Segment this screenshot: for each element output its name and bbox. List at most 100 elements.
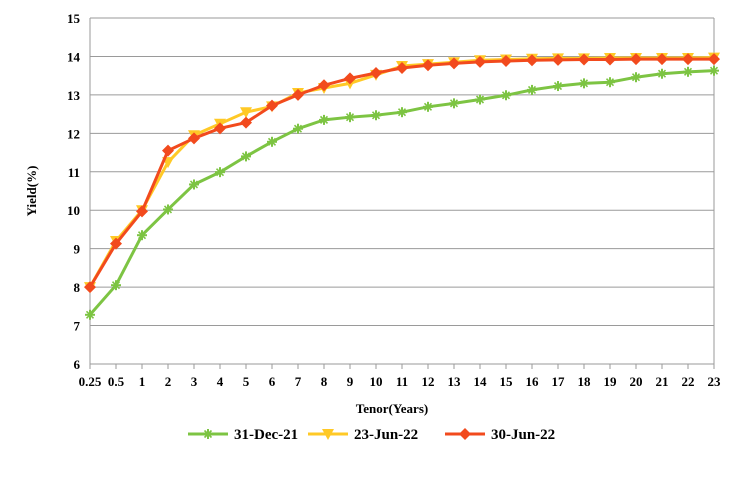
series-line [88, 57, 714, 288]
data-point [422, 59, 434, 72]
x-tick-label: 22 [682, 374, 695, 389]
data-point [448, 57, 460, 70]
data-point [267, 136, 277, 147]
x-tick-label: 13 [448, 374, 462, 389]
x-tick-label: 15 [500, 374, 514, 389]
data-point [162, 144, 174, 157]
data-point [396, 61, 408, 74]
data-point [136, 205, 148, 218]
data-point [449, 98, 459, 109]
x-tick-label: 0.5 [108, 374, 125, 389]
legend-label: 30-Jun-22 [491, 427, 555, 443]
x-tick-label: 6 [269, 374, 276, 389]
data-point [111, 280, 121, 291]
data-point [578, 53, 590, 66]
legend-label: 31-Dec-21 [234, 427, 298, 443]
y-tick-label: 6 [74, 357, 81, 372]
data-point [708, 53, 720, 66]
data-point [344, 72, 356, 85]
data-point [500, 55, 512, 68]
x-tick-label: 20 [630, 374, 643, 389]
data-point [110, 237, 122, 250]
data-point [657, 68, 667, 79]
data-point [579, 78, 589, 89]
x-tick-label: 23 [708, 374, 722, 389]
data-point [552, 53, 564, 66]
x-tick-label: 8 [321, 374, 328, 389]
data-point [370, 66, 382, 79]
data-point [318, 79, 330, 92]
data-point [266, 99, 278, 112]
legend-marker [459, 428, 471, 440]
y-tick-label: 13 [67, 88, 81, 103]
data-point [84, 281, 96, 294]
x-tick-label: 2 [165, 374, 172, 389]
y-tick-label: 14 [67, 49, 81, 64]
y-tick-label: 7 [74, 319, 81, 334]
series-23-jun-22 [84, 52, 720, 294]
data-point [214, 122, 226, 135]
data-point [293, 123, 303, 134]
data-point [215, 167, 225, 178]
data-point [397, 107, 407, 118]
y-axis-title: Yield(%) [24, 166, 39, 217]
data-point [292, 88, 304, 101]
data-point [319, 114, 329, 125]
data-point [682, 53, 694, 66]
legend-label: 23-Jun-22 [354, 427, 418, 443]
data-point [189, 179, 199, 190]
x-tick-label: 11 [396, 374, 408, 389]
x-tick-labels: 0.25 0.5 1 2 3 4 5 6 7 8 9 10 11 12 13 14 15 16 17 18 19 20 21… [79, 374, 721, 389]
legend: 31-Dec-21 23-Jun-22 30-Jun-22 [188, 427, 555, 443]
data-point [501, 90, 511, 101]
x-tick-label: 10 [370, 374, 383, 389]
series-31-dec-21 [85, 65, 719, 320]
x-tick-label: 3 [191, 374, 198, 389]
x-tick-label: 12 [422, 374, 435, 389]
x-tick-label: 14 [474, 374, 488, 389]
data-point [371, 110, 381, 121]
legend-marker [203, 429, 213, 439]
data-point [656, 53, 668, 66]
y-tick-label: 15 [67, 11, 81, 26]
data-point [423, 101, 433, 112]
data-point [631, 72, 641, 83]
x-tick-label: 17 [552, 374, 566, 389]
data-point [188, 132, 200, 145]
x-tick-label: 19 [604, 374, 618, 389]
y-tick-label: 12 [67, 126, 80, 141]
y-tick-label: 10 [67, 203, 80, 218]
y-tick-label: 9 [74, 242, 81, 257]
x-tick-label: 18 [578, 374, 592, 389]
y-tick-label: 11 [68, 165, 80, 180]
y-tick-labels: 6 7 8 9 10 11 12 13 14 15 [67, 11, 81, 372]
x-tick-label: 16 [526, 374, 540, 389]
x-tick-label: 7 [295, 374, 302, 389]
legend-marker [322, 429, 334, 440]
series-30-jun-22 [84, 53, 720, 294]
series-group [84, 52, 720, 320]
data-point [605, 77, 615, 88]
legend-item: 23-Jun-22 [308, 427, 418, 443]
series-line [88, 56, 715, 288]
x-tick-label: 9 [347, 374, 354, 389]
data-point [240, 116, 252, 129]
data-point [683, 66, 693, 77]
data-point [630, 53, 642, 66]
data-point [604, 53, 616, 66]
data-point [709, 65, 719, 76]
data-point [240, 107, 252, 119]
data-point [85, 309, 95, 320]
data-point [345, 112, 355, 123]
y-tick-label: 8 [74, 280, 81, 295]
legend-item: 30-Jun-22 [445, 427, 555, 443]
data-point [553, 81, 563, 92]
legend-item: 31-Dec-21 [188, 427, 298, 443]
x-tick-label: 4 [217, 374, 224, 389]
data-point [475, 94, 485, 105]
data-point [526, 54, 538, 67]
x-tick-label: 21 [656, 374, 669, 389]
data-point [241, 151, 251, 162]
x-axis-title: Tenor(Years) [356, 401, 428, 416]
